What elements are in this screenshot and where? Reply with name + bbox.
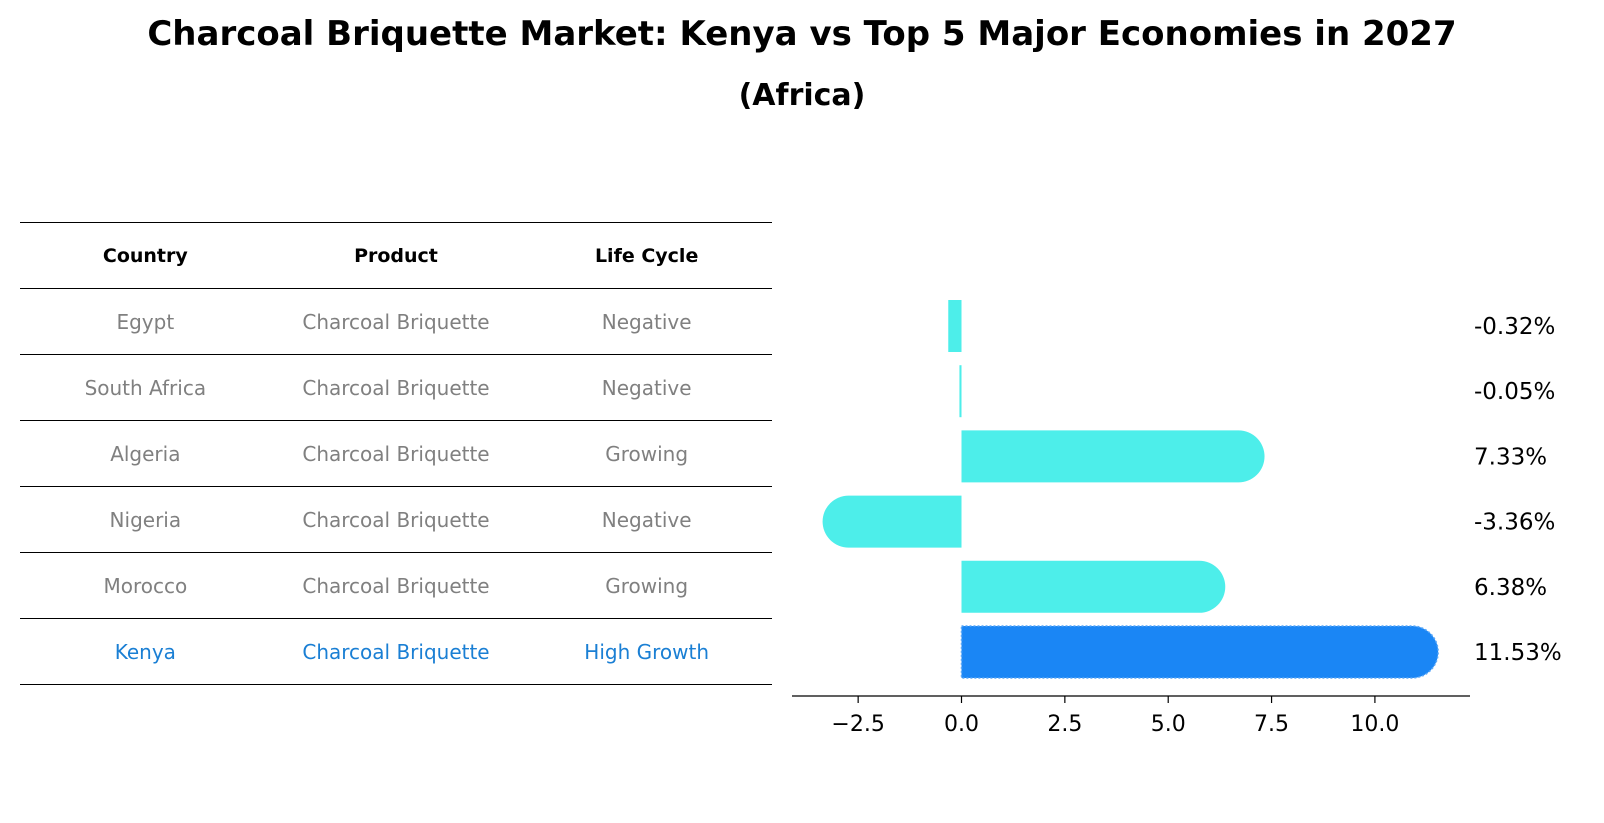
cell-life-cycle: High Growth xyxy=(521,618,772,685)
bar-algeria xyxy=(961,430,1265,483)
cell-product: Charcoal Briquette xyxy=(270,552,522,619)
x-tick-label: 10.0 xyxy=(1350,712,1399,737)
header-product: Product xyxy=(270,222,522,289)
cell-product: Charcoal Briquette xyxy=(270,486,522,553)
bar-value-label: 6.38% xyxy=(1474,575,1547,601)
x-tick-label: 5.0 xyxy=(1151,712,1186,737)
x-tick-label: 7.5 xyxy=(1254,712,1289,737)
bar-value-label: 7.33% xyxy=(1474,444,1547,470)
cell-life-cycle: Negative xyxy=(521,288,772,355)
table-row: South Africa Charcoal Briquette Negative xyxy=(20,354,772,421)
data-table: Country Product Life Cycle Egypt Charcoa… xyxy=(20,222,772,685)
cell-country: Egypt xyxy=(20,288,271,355)
table-row-highlight: Kenya Charcoal Briquette High Growth xyxy=(20,618,772,685)
header-country: Country xyxy=(20,222,271,289)
x-tick-label: 0.0 xyxy=(944,712,979,737)
cell-country: Kenya xyxy=(20,618,271,685)
cell-country: South Africa xyxy=(20,354,271,421)
cell-life-cycle: Growing xyxy=(521,420,772,487)
cell-product: Charcoal Briquette xyxy=(270,420,522,487)
cell-country: Algeria xyxy=(20,420,271,487)
chart-title: Charcoal Briquette Market: Kenya vs Top … xyxy=(147,14,1457,54)
header-life-cycle: Life Cycle xyxy=(521,222,772,289)
table-row: Algeria Charcoal Briquette Growing xyxy=(20,420,772,487)
x-tick-label: 2.5 xyxy=(1047,712,1082,737)
cell-life-cycle: Negative xyxy=(521,354,772,421)
table-row: Nigeria Charcoal Briquette Negative xyxy=(20,486,772,553)
bar-value-label: -3.36% xyxy=(1474,510,1555,536)
bar-value-label: -0.05% xyxy=(1474,379,1555,405)
bar-morocco xyxy=(961,560,1226,613)
cell-product: Charcoal Briquette xyxy=(270,618,522,685)
bar-value-label: -0.32% xyxy=(1474,314,1555,340)
table-header-row: Country Product Life Cycle xyxy=(20,222,772,289)
table-row: Egypt Charcoal Briquette Negative xyxy=(20,288,772,355)
cell-life-cycle: Negative xyxy=(521,486,772,553)
cell-product: Charcoal Briquette xyxy=(270,288,522,355)
chart-subtitle: (Africa) xyxy=(738,78,866,113)
cell-product: Charcoal Briquette xyxy=(270,354,522,421)
bar-kenya xyxy=(960,625,1439,679)
cell-country: Morocco xyxy=(20,552,271,619)
bar-egypt xyxy=(948,300,962,352)
cell-life-cycle: Growing xyxy=(521,552,772,619)
bar-nigeria xyxy=(822,495,962,548)
x-tick-label: −2.5 xyxy=(831,712,884,737)
table-row: Morocco Charcoal Briquette Growing xyxy=(20,552,772,619)
cell-country: Nigeria xyxy=(20,486,271,553)
bar-south-africa xyxy=(959,365,962,418)
bar-value-label: 11.53% xyxy=(1474,640,1562,666)
